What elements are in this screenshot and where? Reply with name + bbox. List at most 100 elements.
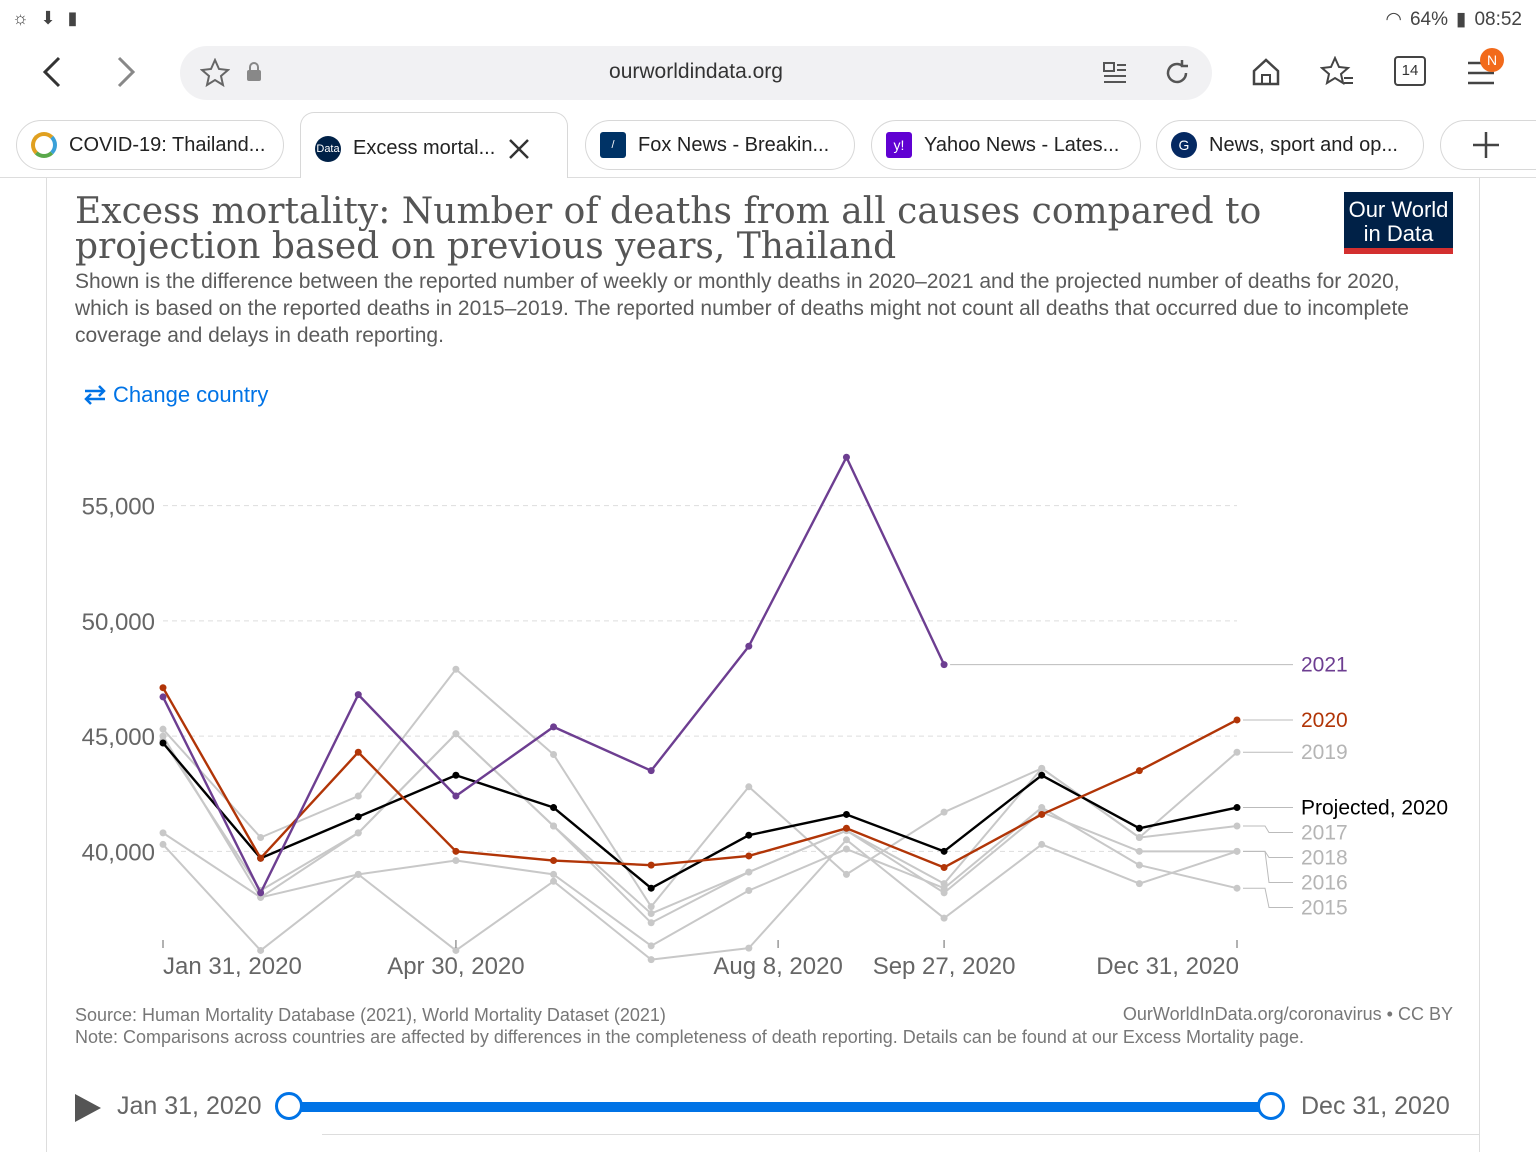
chart-subtitle: Shown is the difference between the repo… — [75, 270, 1409, 347]
data-point — [550, 870, 558, 878]
forward-icon[interactable] — [106, 52, 146, 92]
data-point — [940, 889, 948, 897]
data-point — [1233, 847, 1241, 855]
x-tick-label: Dec 31, 2020 — [1096, 953, 1239, 980]
yahoo-favicon-icon: y! — [886, 132, 912, 158]
data-point — [159, 829, 167, 837]
legend-label: 2021 — [1301, 654, 1348, 677]
tab-label: Fox News - Breakin... — [638, 133, 830, 156]
data-point — [647, 903, 655, 911]
data-point — [550, 877, 558, 885]
change-country-link[interactable]: Change country — [83, 382, 268, 408]
data-point — [452, 792, 460, 800]
tab-label: Yahoo News - Lates... — [924, 133, 1120, 156]
weather-icon: ☼ — [12, 8, 29, 28]
x-tick-label: Jan 31, 2020 — [163, 953, 302, 980]
data-point — [550, 751, 558, 759]
data-point — [452, 857, 460, 865]
swap-arrows-icon — [84, 385, 106, 405]
change-country-label: Change country — [113, 382, 269, 407]
legend-connector — [1243, 887, 1293, 909]
data-point — [647, 910, 655, 918]
data-point — [1135, 880, 1143, 888]
tab-yahoo-news[interactable]: y! Yahoo News - Lates... — [871, 120, 1141, 170]
data-point — [354, 813, 362, 821]
bookmark-star-icon[interactable] — [200, 58, 230, 88]
battery-icon: ▮ — [1455, 9, 1467, 30]
y-tick-label: 55,000 — [82, 494, 155, 521]
data-point — [452, 730, 460, 738]
tab-excess-mortality[interactable]: Data Excess mortal... — [300, 112, 568, 184]
x-tick-label: Sep 27, 2020 — [873, 953, 1016, 980]
data-point — [842, 836, 850, 844]
covid-favicon-icon — [31, 132, 57, 158]
data-point — [940, 808, 948, 816]
close-tab-icon[interactable] — [507, 137, 531, 161]
data-point — [257, 854, 265, 862]
tab-covid-thailand[interactable]: COVID-19: Thailand... — [16, 120, 284, 170]
data-point — [452, 946, 460, 954]
chart-title: Excess mortality: Number of deaths from … — [75, 191, 1262, 267]
data-point — [940, 863, 948, 871]
data-point — [842, 453, 850, 461]
wifi-icon: ◠ — [1385, 9, 1402, 30]
back-icon[interactable] — [32, 52, 72, 92]
play-icon[interactable] — [75, 1094, 101, 1122]
lock-icon: ▮ — [67, 8, 78, 28]
url-text: ourworldindata.org — [609, 60, 783, 83]
data-point — [647, 956, 655, 964]
data-point — [940, 847, 948, 855]
chart-credit[interactable]: OurWorldInData.org/coronavirus • CC BY — [1122, 1004, 1453, 1024]
profile-badge[interactable]: N — [1480, 48, 1504, 72]
data-point — [159, 840, 167, 848]
new-tab-button[interactable] — [1440, 120, 1536, 170]
tab-strip: COVID-19: Thailand... Data Excess mortal… — [0, 106, 1536, 184]
data-point — [745, 783, 753, 791]
tab-fox-news[interactable]: / Fox News - Breakin... — [585, 120, 855, 170]
legend-label: 2017 — [1301, 822, 1348, 845]
data-point — [550, 857, 558, 865]
data-point — [647, 861, 655, 869]
data-point — [647, 919, 655, 927]
data-point — [257, 889, 265, 897]
series-line — [162, 732, 1238, 915]
data-point — [1135, 847, 1143, 855]
legend-label: 2020 — [1301, 709, 1348, 732]
owid-favicon-icon: Data — [315, 135, 341, 162]
data-point — [452, 665, 460, 673]
legend-label: Projected, 2020 — [1301, 797, 1448, 820]
series-line — [161, 687, 1238, 869]
timeline: Jan 31, 2020 Dec 31, 2020 — [75, 1088, 1455, 1128]
y-tick-label: 45,000 — [82, 724, 155, 751]
tab-guardian[interactable]: G News, sport and op... — [1156, 120, 1424, 170]
home-icon[interactable] — [1250, 56, 1282, 88]
data-point — [1038, 764, 1046, 772]
note-text: Note: Comparisons across countries are a… — [75, 1027, 1305, 1047]
series-line — [162, 838, 1238, 961]
data-point — [745, 887, 753, 895]
data-point — [842, 810, 850, 818]
timeline-start-handle[interactable] — [275, 1092, 303, 1120]
data-point — [940, 914, 948, 922]
data-point — [745, 852, 753, 860]
legend-label: 2018 — [1301, 847, 1348, 870]
reload-icon[interactable] — [1162, 58, 1192, 88]
timeline-track[interactable] — [289, 1102, 1271, 1112]
data-point — [354, 748, 362, 756]
status-bar: ☼ ⬇ ▮ ◠ 64% ▮ 08:52 — [0, 0, 1536, 38]
owid-logo[interactable]: Our World in Data — [1344, 192, 1453, 254]
tab-counter[interactable]: 14 — [1394, 56, 1426, 86]
timeline-end-handle[interactable] — [1257, 1092, 1285, 1120]
data-point — [745, 642, 753, 650]
data-point — [1233, 716, 1241, 724]
legend-connector — [1243, 825, 1293, 834]
legend-label: 2019 — [1301, 741, 1348, 764]
address-bar[interactable]: ourworldindata.org — [180, 46, 1212, 100]
source-text: Source: Human Mortality Database (2021),… — [75, 1005, 666, 1025]
bookmarks-icon[interactable] — [1320, 56, 1354, 88]
line-chart: 40,000 45,000 50,000 55,000 Jan 31, 2020 Apr… — [82, 453, 1448, 980]
data-point — [550, 723, 558, 731]
data-point — [647, 767, 655, 775]
reader-mode-icon[interactable] — [1102, 60, 1128, 86]
x-tick-label: Aug 8, 2020 — [713, 953, 842, 980]
